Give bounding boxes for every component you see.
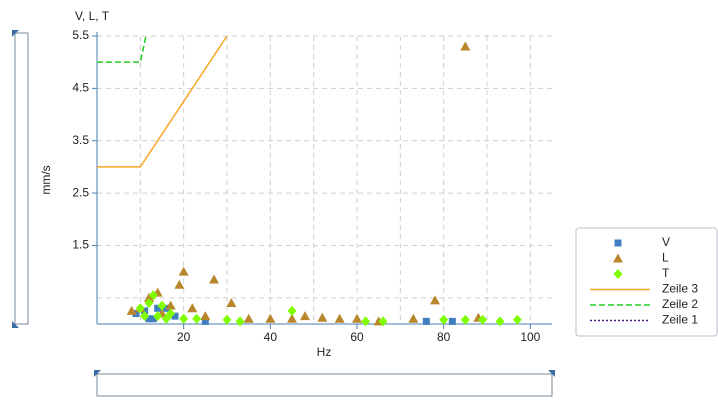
data-point bbox=[145, 315, 153, 323]
data-point bbox=[141, 307, 149, 315]
scroll-handle[interactable] bbox=[548, 370, 555, 377]
data-point bbox=[422, 317, 430, 325]
line-series bbox=[97, 35, 228, 168]
scroll-handle[interactable] bbox=[12, 321, 19, 328]
legend-marker bbox=[613, 253, 623, 263]
data-point bbox=[478, 314, 488, 325]
line-series bbox=[97, 35, 147, 63]
y-tick-label: 5.5 bbox=[72, 28, 89, 42]
data-point bbox=[235, 316, 245, 327]
legend-label: L bbox=[662, 251, 669, 265]
data-point bbox=[300, 311, 310, 321]
y-tick-label: 2.5 bbox=[72, 185, 89, 199]
data-point bbox=[174, 279, 185, 289]
data-point bbox=[430, 295, 440, 305]
data-point bbox=[222, 314, 232, 325]
y-tick-label: 4.5 bbox=[72, 81, 89, 95]
data-point bbox=[287, 313, 297, 323]
scroll-handle[interactable] bbox=[94, 370, 101, 377]
data-point bbox=[209, 274, 219, 284]
data-point bbox=[165, 300, 176, 310]
y-tick-label: 1.5 bbox=[72, 238, 89, 252]
data-point bbox=[378, 316, 388, 327]
data-point bbox=[460, 314, 470, 325]
data-point bbox=[408, 313, 419, 323]
h-scrollbar[interactable] bbox=[96, 373, 553, 397]
data-point bbox=[287, 305, 297, 316]
data-point bbox=[178, 266, 189, 276]
data-point bbox=[162, 304, 170, 312]
x-tick-label: 60 bbox=[350, 330, 364, 344]
data-point bbox=[148, 290, 158, 301]
data-point bbox=[126, 305, 137, 315]
legend-label: Zeile 3 bbox=[662, 282, 698, 296]
data-point bbox=[149, 315, 157, 323]
data-point bbox=[226, 298, 237, 308]
y-axis-label: mm/s bbox=[39, 165, 53, 194]
data-point bbox=[187, 303, 198, 313]
data-point bbox=[140, 311, 150, 322]
data-point bbox=[171, 312, 179, 320]
data-point bbox=[512, 314, 522, 325]
data-point bbox=[361, 316, 371, 327]
data-point bbox=[179, 313, 189, 324]
data-point bbox=[154, 304, 162, 312]
data-point bbox=[352, 313, 362, 323]
legend-marker bbox=[614, 239, 622, 247]
data-point bbox=[144, 292, 154, 302]
v-scrollbar[interactable] bbox=[14, 32, 29, 325]
legend-marker bbox=[613, 269, 623, 279]
data-point bbox=[317, 312, 328, 322]
data-point bbox=[200, 311, 211, 321]
data-point bbox=[132, 310, 140, 318]
data-point bbox=[157, 300, 167, 311]
data-point bbox=[265, 313, 276, 323]
x-tick-label: 80 bbox=[437, 330, 451, 344]
data-point bbox=[144, 298, 154, 309]
data-point bbox=[460, 41, 471, 51]
data-point bbox=[153, 311, 163, 322]
data-point bbox=[135, 303, 145, 314]
data-point bbox=[495, 316, 505, 327]
y-tick-label: 3.5 bbox=[72, 133, 89, 147]
data-point bbox=[166, 308, 176, 319]
data-point bbox=[439, 314, 449, 325]
x-tick-label: 20 bbox=[177, 330, 191, 344]
legend-label: Zeile 1 bbox=[662, 313, 698, 327]
x-axis-label: Hz bbox=[317, 345, 332, 359]
scroll-handle[interactable] bbox=[12, 30, 19, 37]
legend bbox=[575, 227, 718, 337]
data-point bbox=[201, 317, 209, 325]
legend-label: T bbox=[662, 266, 670, 280]
chart-title: V, L, T bbox=[75, 9, 110, 23]
data-point bbox=[334, 313, 345, 323]
data-point bbox=[448, 317, 456, 325]
data-point bbox=[161, 313, 171, 324]
data-point bbox=[192, 313, 202, 324]
x-tick-label: 100 bbox=[520, 330, 540, 344]
x-tick-label: 40 bbox=[264, 330, 278, 344]
legend-label: Zeile 2 bbox=[662, 297, 698, 311]
legend-label: V bbox=[662, 235, 670, 249]
data-point bbox=[243, 313, 254, 323]
